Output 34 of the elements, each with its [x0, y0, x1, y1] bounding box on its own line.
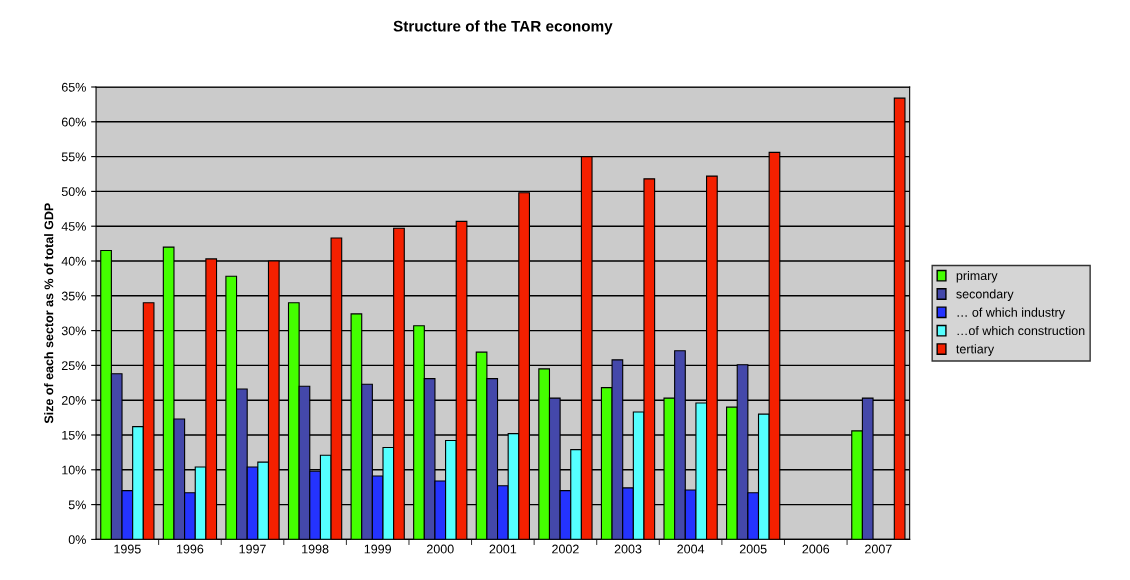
x-tick-label: 2003 [614, 544, 642, 554]
y-tick-label: 40% [61, 256, 86, 266]
y-axis-title: Size of each sector as % of total GDP [44, 203, 54, 424]
y-tick-label: 45% [61, 222, 86, 231]
x-tick-label: 1998 [302, 544, 329, 554]
x-tick-label: 2007 [865, 544, 892, 554]
y-tick-label: 20% [61, 396, 86, 405]
y-tick-label: 55% [61, 152, 86, 162]
y-tick-label: 25% [61, 361, 86, 371]
x-tick-label: 1995 [114, 544, 141, 554]
x-tick-label: 2001 [489, 544, 517, 554]
legend-label: secondary [956, 289, 1014, 301]
y-tick-label: 65% [61, 82, 86, 92]
y-tick-label: 35% [61, 291, 86, 301]
legend-label: … of which industry [957, 307, 1065, 320]
y-tick-label: 15% [62, 430, 86, 440]
y-tick-label: 60% [61, 117, 86, 127]
legend-label: primary [956, 270, 998, 283]
y-tick-label: 5% [68, 500, 86, 510]
x-tick-label: 1996 [176, 544, 204, 554]
x-tick-label: 2006 [802, 544, 830, 554]
x-tick-label: 1999 [364, 544, 391, 554]
x-tick-label: 1997 [239, 544, 266, 554]
x-tick-label: 2004 [677, 544, 705, 554]
x-tick-label: 2000 [426, 544, 454, 554]
y-tick-label: 50% [61, 187, 86, 197]
chart-title: Structure of the TAR economy [393, 20, 613, 35]
y-tick-label: 10% [62, 465, 86, 475]
legend-label: …of which construction [957, 325, 1085, 336]
y-tick-label: 0% [68, 535, 86, 545]
y-tick-label: 30% [61, 326, 86, 336]
legend-label: tertiary [956, 344, 995, 356]
x-tick-label: 2002 [552, 544, 579, 554]
x-tick-label: 2005 [739, 544, 767, 554]
